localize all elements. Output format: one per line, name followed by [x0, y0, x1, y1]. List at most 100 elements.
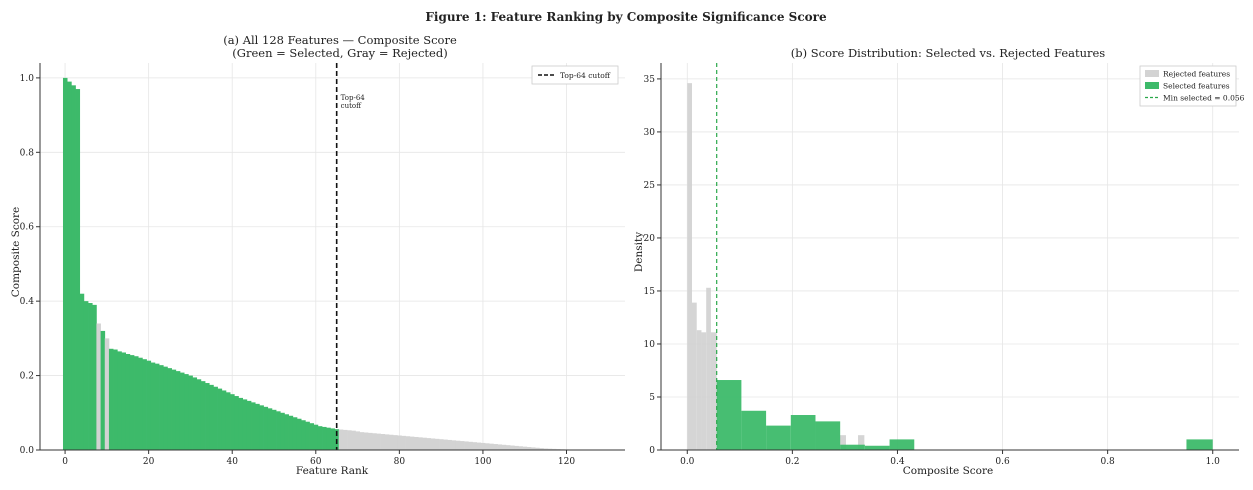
bar-selected	[175, 371, 181, 450]
y-tick-label: 0.6	[20, 223, 35, 233]
bar-selected	[179, 372, 185, 450]
hist-bar-selected	[840, 444, 865, 450]
bar-selected	[225, 392, 231, 450]
panel-b-axes	[660, 63, 1239, 451]
bar-rejected	[439, 439, 444, 450]
bar-selected	[309, 423, 315, 450]
bar-rejected	[368, 432, 373, 450]
bar-selected	[83, 301, 89, 450]
bar-selected	[71, 85, 76, 451]
bar-rejected	[501, 444, 507, 450]
bar-rejected	[539, 448, 544, 450]
bar-selected	[150, 362, 156, 450]
hist-bar-selected	[864, 445, 890, 450]
bar-rejected	[505, 445, 511, 450]
hist-bar-rejected	[692, 302, 697, 450]
panel-a-ticks: 0 20 40 60 80 100 120 0.0 0.2 0.4 0.6 0.8 1.0	[20, 74, 576, 467]
bar-selected	[276, 411, 281, 450]
bar-rejected	[96, 323, 101, 450]
bar-selected	[251, 402, 256, 450]
panel-a-axes	[39, 63, 625, 451]
hist-bar-rejected	[701, 332, 707, 450]
hist-bar-rejected	[696, 330, 702, 450]
legend-rejected-label: Rejected features	[1163, 70, 1230, 79]
bar-rejected	[497, 444, 503, 450]
bar-selected	[317, 426, 323, 450]
bar-rejected	[480, 442, 486, 450]
panel-a-grid	[40, 63, 625, 451]
bar-selected	[246, 400, 252, 450]
figure-title: Figure 1: Feature Ranking by Composite S…	[425, 10, 827, 24]
bar-selected	[113, 349, 118, 450]
bar-rejected	[413, 436, 419, 450]
panel-a-title-line1: (a) All 128 Features — Composite Score	[223, 33, 457, 47]
panel-a-legend: Top-64 cutoff	[531, 65, 619, 85]
panel-b-legend: Rejected features Selected features Min …	[1139, 65, 1245, 107]
bar-rejected	[372, 433, 377, 450]
bar-selected	[196, 379, 202, 450]
panel-b-score-distribution: (b) Score Distribution: Selected vs. Rej…	[633, 46, 1245, 477]
bar-rejected	[443, 439, 448, 450]
bar-rejected	[514, 445, 519, 450]
bar-selected	[267, 408, 273, 450]
bar-rejected	[547, 448, 553, 450]
legend-rejected-swatch	[1145, 70, 1159, 77]
y-tick-label: 0.4	[20, 297, 35, 307]
legend-selected-label: Selected features	[1163, 82, 1230, 91]
bar-selected	[171, 369, 177, 450]
panel-b-bars	[687, 83, 1213, 450]
cutoff-annotation-line1: Top-64	[341, 94, 366, 102]
x-tick-label: 0.0	[680, 457, 695, 467]
bar-rejected	[472, 442, 478, 450]
bar-selected	[117, 351, 122, 450]
y-tick-label: 1.0	[20, 74, 35, 84]
bar-rejected	[422, 437, 427, 450]
bar-selected	[238, 397, 244, 450]
x-tick-label: 0.2	[785, 457, 799, 467]
panel-b-ticks: 0.0 0.2 0.4 0.6 0.8 1.0 0 5 10 15 20 25 30 35	[644, 75, 1221, 467]
bar-rejected	[434, 438, 440, 450]
panel-b-xlabel: Composite Score	[903, 465, 994, 477]
bar-rejected	[409, 436, 415, 450]
bar-selected	[242, 399, 248, 450]
bar-rejected	[543, 448, 549, 450]
bar-selected	[75, 89, 81, 450]
legend-min-label: Min selected = 0.056	[1163, 94, 1245, 103]
bar-selected	[134, 356, 139, 450]
y-tick-label: 0	[649, 446, 655, 456]
y-tick-label: 35	[644, 75, 656, 85]
bar-selected	[263, 406, 269, 450]
bar-selected	[67, 81, 72, 450]
panel-b-ylabel: Density	[633, 232, 645, 272]
hist-bar-selected	[790, 415, 816, 450]
bar-selected	[326, 427, 331, 450]
hist-bar-rejected	[839, 435, 846, 450]
bar-rejected	[418, 437, 423, 450]
y-tick-label: 0.8	[20, 148, 35, 158]
bar-selected	[217, 388, 223, 450]
bar-rejected	[380, 433, 386, 450]
legend-cutoff-label: Top-64 cutoff	[560, 71, 611, 80]
bar-selected	[292, 417, 298, 450]
panel-a-feature-ranking: (a) All 128 Features — Composite Score (…	[10, 33, 625, 477]
x-tick-label: 40	[226, 457, 238, 467]
bar-selected	[192, 377, 198, 450]
bar-selected	[284, 414, 289, 450]
bar-rejected	[485, 443, 490, 450]
bar-selected	[188, 375, 193, 450]
bar-selected	[100, 330, 106, 450]
bar-rejected	[526, 447, 532, 450]
hist-bar-rejected	[858, 435, 865, 450]
bar-rejected	[468, 441, 473, 450]
x-tick-label: 100	[474, 457, 491, 467]
bar-selected	[209, 384, 214, 450]
bar-rejected	[430, 438, 436, 450]
bar-rejected	[338, 429, 344, 450]
bar-selected	[313, 424, 319, 450]
bar-rejected	[397, 435, 402, 450]
panel-a-xlabel: Feature Rank	[296, 465, 369, 477]
y-tick-label: 0.2	[20, 372, 34, 382]
bar-rejected	[359, 432, 365, 450]
hist-bar-selected	[716, 380, 742, 450]
bar-selected	[167, 368, 172, 450]
